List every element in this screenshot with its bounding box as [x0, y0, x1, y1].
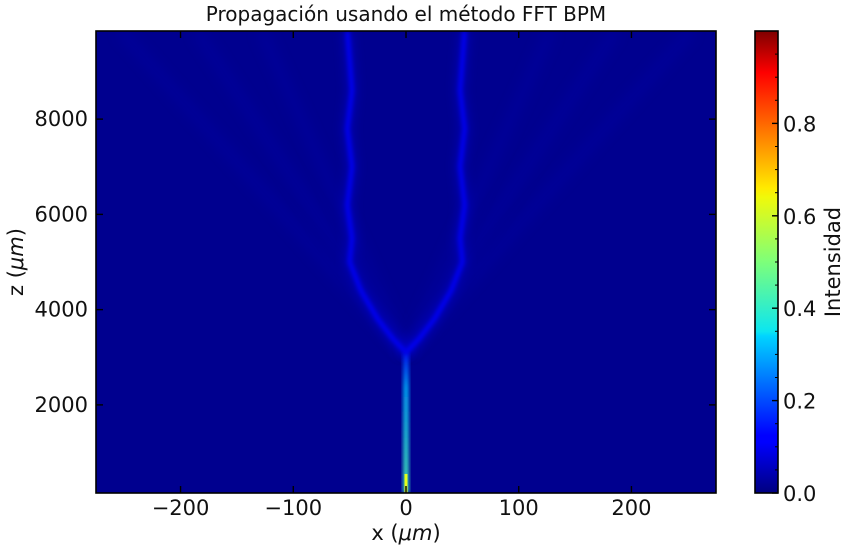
- x-tick-label: −100: [264, 496, 322, 520]
- branch-right: [404, 31, 467, 354]
- x-tick-label: 100: [499, 496, 539, 520]
- colorbar-tick-label: 0.6: [783, 205, 816, 229]
- radiation-ray: [256, 31, 411, 355]
- x-tick-label: 200: [611, 496, 651, 520]
- radiation-ray: [192, 31, 411, 356]
- heatmap-features: [116, 31, 696, 493]
- y-tick-label: 4000: [35, 298, 88, 322]
- y-tick-label: 8000: [35, 107, 88, 131]
- y-tick-label: 6000: [35, 202, 88, 226]
- x-axis-label: x (μm): [371, 521, 440, 545]
- x-tick-label: 0: [399, 496, 412, 520]
- colorbar-tick-label: 0.0: [783, 482, 816, 506]
- y-axis-label: z (μm): [4, 228, 28, 296]
- y-tick-label: 2000: [35, 393, 88, 417]
- colorbar-tick-label: 0.8: [783, 112, 816, 136]
- radiation-ray: [116, 31, 410, 356]
- x-ticks: −200 −100 0 100 200: [152, 31, 652, 520]
- colorbar-gradient: [754, 30, 779, 494]
- colorbar-ticks: 0.0 0.2 0.4 0.6 0.8: [772, 53, 816, 506]
- colorbar: 0.0 0.2 0.4 0.6 0.8 Intensidad: [754, 30, 845, 506]
- radiation-ray: [402, 31, 696, 356]
- colorbar-tick-label: 0.2: [783, 390, 816, 414]
- y-ticks: 2000 4000 6000 8000: [35, 107, 716, 417]
- chart-title: Propagación usando el método FFT BPM: [206, 2, 606, 26]
- colorbar-label: Intensidad: [821, 207, 845, 317]
- plot-area: −200 −100 0 100 200 2000 4000 6000 8000: [35, 30, 717, 520]
- colorbar-tick-label: 0.4: [783, 297, 816, 321]
- x-tick-label: −200: [152, 496, 210, 520]
- input-waveguide-hotspot: [404, 473, 408, 493]
- input-waveguide: [403, 352, 409, 493]
- branch-left: [345, 31, 408, 354]
- radiation-ray: [401, 31, 556, 355]
- radiation-ray: [401, 31, 620, 356]
